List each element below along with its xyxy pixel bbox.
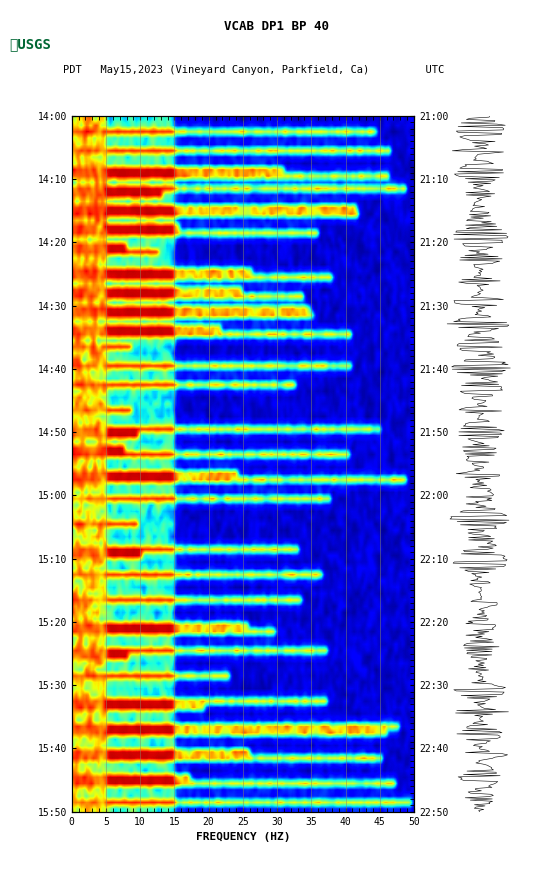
Text: VCAB DP1 BP 40: VCAB DP1 BP 40 [224,21,328,33]
Text: ⊿USGS: ⊿USGS [9,37,51,52]
Text: PDT   May15,2023 (Vineyard Canyon, Parkfield, Ca)         UTC: PDT May15,2023 (Vineyard Canyon, Parkfie… [63,64,444,75]
X-axis label: FREQUENCY (HZ): FREQUENCY (HZ) [195,832,290,842]
